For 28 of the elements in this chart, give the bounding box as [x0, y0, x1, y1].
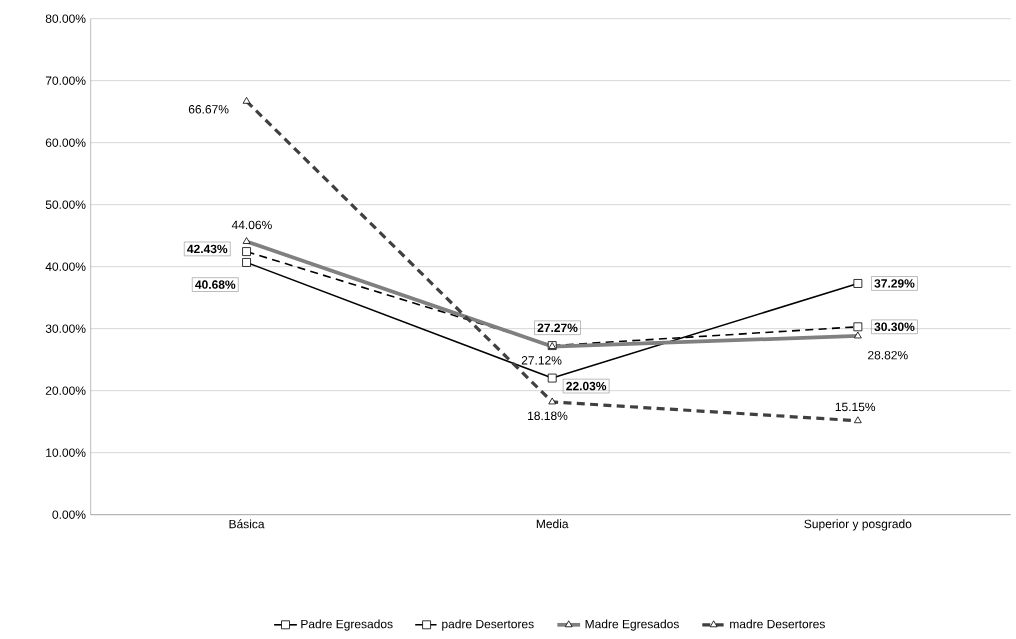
y-tick-label: 40.00%	[45, 262, 86, 272]
x-tick-label: Superior y posgrado	[804, 519, 912, 531]
legend-label: Madre Egresados	[585, 619, 679, 631]
data-label: 22.03%	[566, 381, 607, 391]
data-label: 15.15%	[835, 402, 876, 412]
data-label: 28.82%	[868, 351, 908, 360]
data-label: 18.18%	[528, 411, 568, 421]
x-tick-label: Básica	[229, 519, 265, 529]
legend-label: madre Desertores	[730, 619, 825, 629]
data-label: 66.67%	[188, 105, 229, 114]
y-tick-label: 30.00%	[45, 324, 86, 334]
y-tick-label: 20.00%	[45, 386, 86, 396]
legend-label: Padre Egresados	[301, 619, 393, 631]
data-label: 37.29%	[874, 279, 915, 288]
x-tick-label: Media	[536, 519, 569, 529]
data-label: 44.06%	[231, 220, 272, 230]
data-label: 30.30%	[874, 322, 915, 332]
y-tick-label: 0.00%	[52, 510, 86, 520]
y-tick-label: 80.00%	[45, 14, 86, 24]
y-tick-label: 70.00%	[45, 76, 86, 86]
y-tick-label: 60.00%	[45, 138, 86, 148]
data-label: 27.27%	[537, 323, 578, 333]
y-tick-label: 10.00%	[46, 448, 86, 458]
legend-label: padre Desertores	[442, 619, 534, 631]
y-tick-label: 50.00%	[45, 200, 86, 210]
data-label: 40.68%	[195, 280, 236, 290]
data-label: 42.43%	[187, 244, 228, 254]
data-label: 27.12%	[521, 356, 562, 365]
